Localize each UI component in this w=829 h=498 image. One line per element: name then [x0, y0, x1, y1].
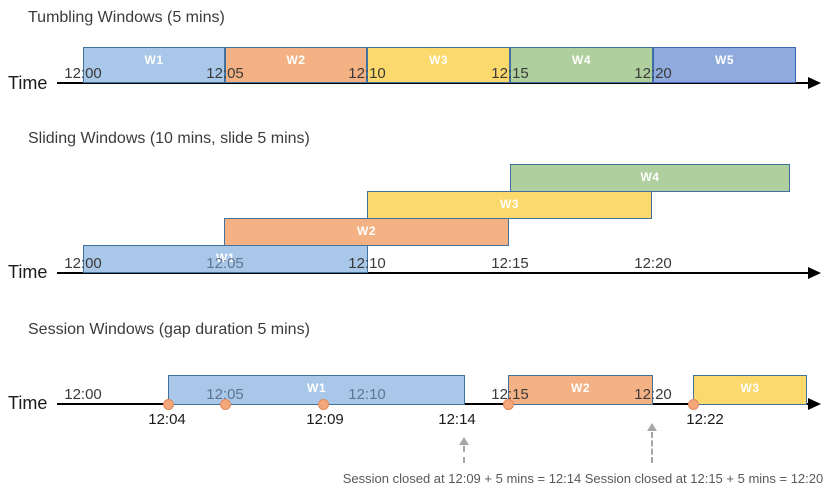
- axis-tick-label: 12:15: [491, 65, 529, 82]
- window-w1-box: W1: [83, 245, 368, 273]
- timeline-axis: [57, 82, 808, 84]
- window-w1-label: W1: [216, 251, 235, 265]
- event-dot: [162, 398, 174, 410]
- dashed-arrow-line: [651, 432, 653, 463]
- dashed-arrow-up-icon: [459, 437, 469, 445]
- timeline-axis: [57, 272, 808, 274]
- axis-tick-label: 12:10: [348, 255, 386, 272]
- event-time-label: 12:22: [686, 411, 724, 428]
- axis-tick-label: 12:10: [348, 386, 386, 403]
- session-close-annotation: Session closed at 12:15 + 5 mins = 12:20: [584, 471, 824, 486]
- window-w5-label: W5: [715, 53, 734, 67]
- window-w4-box: W4: [510, 47, 653, 83]
- window-w1-box: W1: [83, 47, 225, 83]
- session-close-annotation: Session closed at 12:09 + 5 mins = 12:14: [342, 471, 582, 486]
- window-w1-label: W1: [307, 381, 326, 395]
- tumbling-time-axis-label: Time: [8, 73, 48, 93]
- event-time-label: 12:04: [148, 411, 186, 428]
- event-dot: [687, 398, 699, 410]
- axis-tick-label: 12:15: [491, 386, 529, 403]
- window-w2-label: W2: [571, 381, 590, 395]
- timeline-arrowhead-icon: [808, 77, 821, 89]
- axis-tick-label: 12:05: [206, 255, 244, 272]
- axis-tick-label: 12:00: [64, 255, 102, 272]
- tumbling-windows-title: Tumbling Windows (5 mins): [28, 9, 225, 26]
- axis-tick-label: 12:00: [64, 386, 102, 403]
- window-w2-label: W2: [357, 224, 376, 238]
- event-time-label: 12:09: [306, 411, 344, 428]
- axis-tick-label: 12:10: [348, 65, 386, 82]
- window-w4-box: W4: [510, 164, 790, 192]
- timeline-arrowhead-icon: [808, 267, 821, 279]
- dashed-arrow-up-icon: [647, 423, 657, 431]
- event-dot: [502, 398, 514, 410]
- sliding-windows-title: Sliding Windows (10 mins, slide 5 mins): [28, 130, 310, 147]
- window-w4-label: W4: [640, 170, 660, 184]
- window-w3-label: W3: [740, 381, 760, 395]
- timeline-arrowhead-icon: [808, 398, 821, 410]
- event-dot: [317, 398, 329, 410]
- window-w1-box: W1: [168, 375, 465, 405]
- window-w2-label: W2: [286, 53, 306, 67]
- axis-tick-label: 12:20: [634, 255, 672, 272]
- dashed-arrow-line: [463, 446, 465, 463]
- window-w3-box: W3: [367, 47, 510, 83]
- window-w2-box: W2: [508, 375, 653, 405]
- axis-tick-label: 12:20: [634, 386, 672, 403]
- axis-tick-label: 12:00: [64, 65, 102, 82]
- window-w1-label: W1: [144, 53, 164, 67]
- axis-tick-label: 12:05: [206, 386, 244, 403]
- window-w2-box: W2: [224, 218, 509, 246]
- window-w3-label: W3: [500, 197, 519, 211]
- window-w5-box: W5: [653, 47, 796, 83]
- window-w2-box: W2: [225, 47, 367, 83]
- event-dot: [219, 398, 231, 410]
- event-time-label: 12:14: [438, 411, 476, 428]
- session-time-axis-label: Time: [8, 393, 48, 413]
- window-w3-box: W3: [367, 191, 652, 219]
- window-w3-label: W3: [429, 53, 448, 67]
- sliding-time-axis-label: Time: [8, 262, 48, 282]
- axis-tick-label: 12:05: [206, 65, 244, 82]
- session-windows-title: Session Windows (gap duration 5 mins): [28, 321, 310, 338]
- axis-tick-label: 12:20: [634, 65, 672, 82]
- window-w3-box: W3: [693, 375, 807, 405]
- window-w4-label: W4: [572, 53, 591, 67]
- axis-tick-label: 12:15: [491, 255, 529, 272]
